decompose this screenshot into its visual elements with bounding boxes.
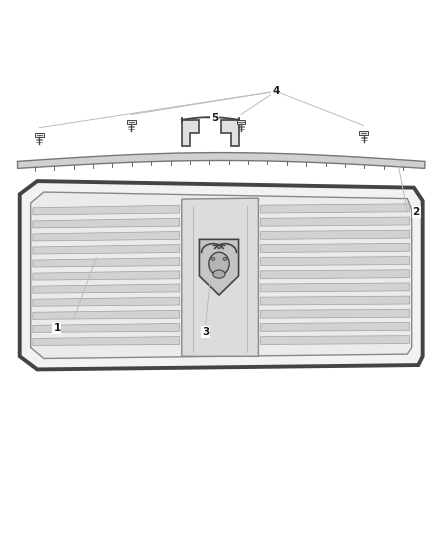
Text: 3: 3 — [202, 327, 209, 337]
Polygon shape — [261, 336, 410, 344]
Polygon shape — [33, 271, 180, 280]
Polygon shape — [261, 270, 410, 279]
Polygon shape — [31, 192, 412, 359]
Polygon shape — [18, 152, 425, 168]
Bar — [237, 120, 245, 124]
Polygon shape — [221, 120, 239, 146]
Polygon shape — [33, 310, 180, 319]
Ellipse shape — [209, 252, 229, 276]
Ellipse shape — [211, 257, 215, 260]
Text: 1: 1 — [53, 323, 60, 333]
Ellipse shape — [223, 257, 227, 260]
Polygon shape — [261, 204, 410, 213]
Polygon shape — [33, 336, 180, 345]
Polygon shape — [33, 205, 180, 215]
Polygon shape — [261, 309, 410, 318]
Polygon shape — [33, 231, 180, 241]
Polygon shape — [261, 322, 410, 332]
Text: 5: 5 — [211, 112, 218, 123]
Bar — [35, 133, 44, 138]
Polygon shape — [261, 244, 410, 253]
Polygon shape — [261, 296, 410, 305]
Ellipse shape — [213, 270, 225, 278]
Polygon shape — [261, 283, 410, 292]
Polygon shape — [182, 198, 258, 356]
Polygon shape — [33, 219, 180, 228]
Polygon shape — [199, 239, 239, 295]
Polygon shape — [261, 217, 410, 226]
Polygon shape — [20, 181, 423, 369]
Bar — [359, 131, 368, 135]
Polygon shape — [33, 245, 180, 254]
Text: 4: 4 — [272, 86, 279, 96]
Polygon shape — [33, 324, 180, 333]
Polygon shape — [33, 297, 180, 306]
Polygon shape — [261, 230, 410, 239]
Polygon shape — [33, 284, 180, 293]
Polygon shape — [33, 258, 180, 267]
Text: 2: 2 — [413, 207, 420, 217]
Polygon shape — [261, 256, 410, 265]
Bar — [127, 120, 136, 124]
Polygon shape — [182, 120, 199, 146]
